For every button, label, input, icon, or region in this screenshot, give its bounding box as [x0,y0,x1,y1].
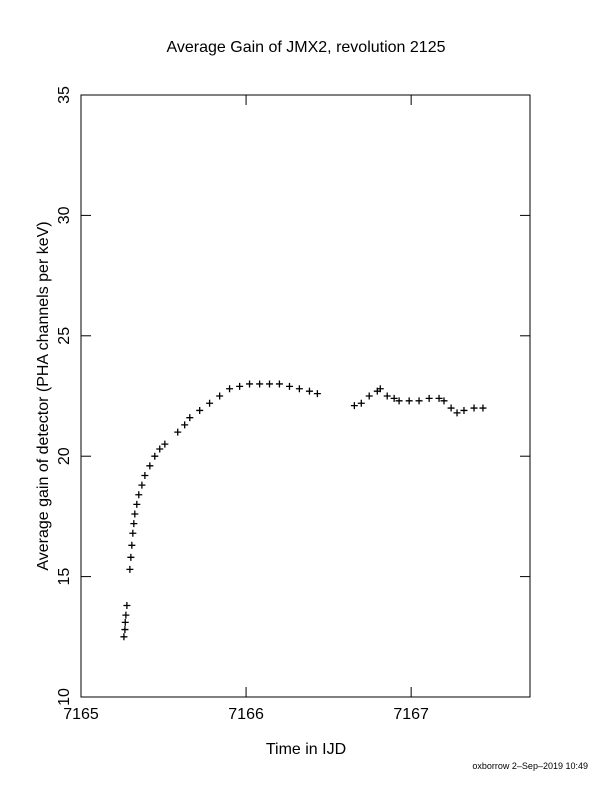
data-point [275,380,283,388]
data-point [161,440,169,448]
footer: oxborrow 2–Sep–2019 10:49 [472,761,588,771]
data-point [126,565,134,573]
data-point [390,394,398,402]
data-point [122,611,130,619]
data-point [186,414,194,422]
data-point [357,399,365,407]
y-tick-label: 15 [56,568,73,586]
data-point [135,491,143,499]
data-point [440,397,448,405]
x-tick-label: 7167 [393,706,429,723]
data-point [383,392,391,400]
x-tick-label: 7165 [63,706,99,723]
data-point [236,382,244,390]
data-point [141,471,149,479]
data-point [395,397,403,405]
data-point [256,380,264,388]
data-point [123,601,131,609]
data-point [151,452,159,460]
data-point [129,529,137,537]
data-point [196,406,204,414]
data-point [266,380,274,388]
y-tick-label: 35 [56,86,73,104]
x-axis-label: Time in IJD [266,741,346,758]
data-point [131,510,139,518]
data-point [435,394,443,402]
data-point [415,397,423,405]
data-point [206,399,214,407]
data-point [313,390,321,398]
data-point [295,385,303,393]
data-point [146,462,154,470]
data-point [138,481,146,489]
data-point [460,406,468,414]
data-point [216,392,224,400]
chart-title: Average Gain of JMX2, revolution 2125 [167,39,446,56]
data-point [425,394,433,402]
plot-frame [80,94,531,698]
y-tick-label: 25 [56,327,73,345]
data-point [405,397,413,405]
data-point [127,553,135,561]
data-point [350,402,358,410]
y-tick-label: 10 [56,688,73,706]
data-point [246,380,254,388]
data-point [121,618,129,626]
y-axis-label: Average gain of detector (PHA channels p… [35,221,52,570]
data-point [174,428,182,436]
data-point [447,404,455,412]
data-point [156,445,164,453]
x-tick-label: 7166 [228,706,264,723]
data-point [128,541,136,549]
data-point [181,421,189,429]
data-point [376,385,384,393]
y-tick-label: 20 [56,447,73,465]
data-point [479,404,487,412]
data-point [285,382,293,390]
data-point [121,626,129,634]
data-point [226,385,234,393]
y-tick-label: 30 [56,206,73,224]
data-point [130,520,138,528]
data-point [133,500,141,508]
data-point [470,404,478,412]
data-point [120,633,128,641]
data-point [305,387,313,395]
data-point [365,392,373,400]
data-point [453,409,461,417]
